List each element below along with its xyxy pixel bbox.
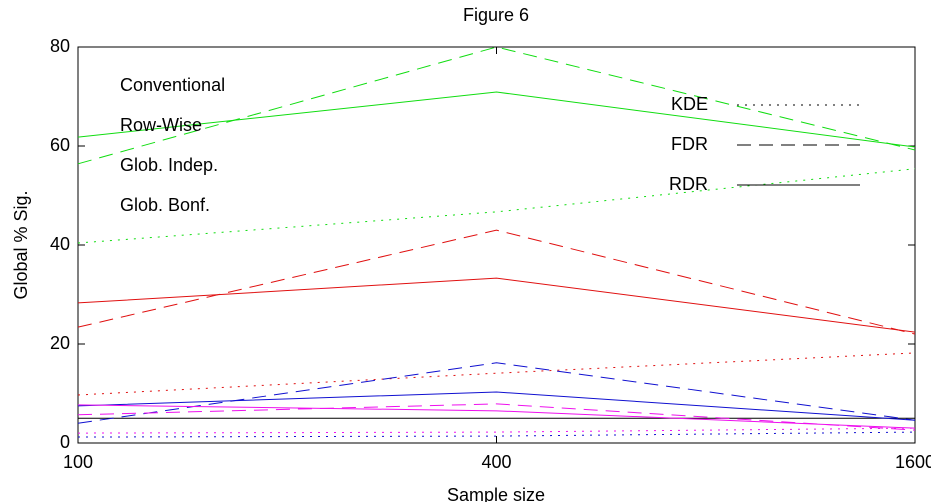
y-tick-label: 40 bbox=[50, 234, 70, 254]
series-line bbox=[77, 46, 916, 165]
series-line bbox=[77, 229, 916, 335]
series-line bbox=[77, 91, 916, 148]
series-line bbox=[77, 403, 916, 431]
series-line bbox=[77, 362, 916, 424]
legend-label: Glob. Bonf. bbox=[120, 195, 210, 215]
legend-label: Conventional bbox=[120, 75, 225, 95]
plot-frame bbox=[77, 46, 916, 444]
y-tick-label: 20 bbox=[50, 333, 70, 353]
legend-label: Row-Wise bbox=[120, 115, 202, 135]
legend-label: KDE bbox=[671, 94, 708, 114]
y-axis-label: Global % Sig. bbox=[11, 190, 31, 299]
x-tick-label: 1600 bbox=[895, 452, 931, 472]
x-axis-label: Sample size bbox=[447, 485, 545, 502]
y-tick-label: 60 bbox=[50, 135, 70, 155]
series-line bbox=[77, 277, 916, 333]
x-tick-label: 100 bbox=[63, 452, 93, 472]
legend-label: Glob. Indep. bbox=[120, 155, 218, 175]
y-tick-label: 80 bbox=[50, 36, 70, 56]
chart-title: Figure 6 bbox=[463, 5, 529, 25]
series-line bbox=[77, 352, 916, 396]
x-tick-label: 400 bbox=[481, 452, 511, 472]
series-line bbox=[77, 404, 916, 429]
series-line bbox=[77, 391, 916, 421]
series-line bbox=[77, 427, 916, 434]
series-line bbox=[77, 431, 916, 438]
y-tick-label: 0 bbox=[60, 432, 70, 452]
legend-label: FDR bbox=[671, 134, 708, 154]
legend-label: RDR bbox=[669, 174, 708, 194]
